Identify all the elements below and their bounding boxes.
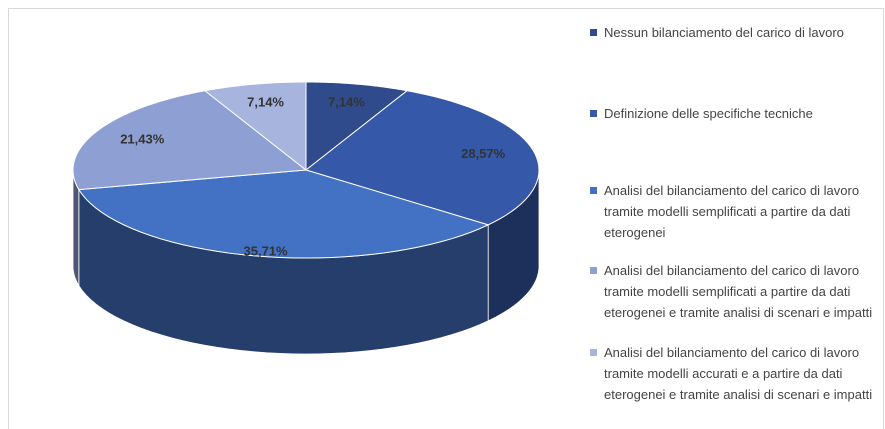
legend-label: Analisi del bilanciamento del carico di …	[604, 345, 873, 402]
legend-swatch	[590, 110, 597, 117]
data-label: 7,14%	[247, 95, 284, 110]
pie-slice	[203, 81, 307, 172]
legend-entry: Definizione delle specifiche tecniche	[590, 103, 884, 124]
data-label: 35,71%	[244, 243, 289, 258]
legend-entry: Analisi del bilanciamento del carico di …	[590, 342, 884, 405]
legend-entry: Analisi del bilanciamento del carico di …	[590, 180, 884, 243]
legend-label: Nessun bilanciamento del carico di lavor…	[604, 25, 844, 40]
chart-border	[8, 8, 884, 429]
legend-label: Analisi del bilanciamento del carico di …	[604, 183, 860, 240]
legend-swatch	[590, 267, 597, 274]
pie-slice	[304, 90, 540, 226]
legend-swatch	[590, 29, 597, 36]
pie-slice	[305, 81, 409, 172]
pie-slice	[72, 90, 308, 191]
data-label: 21,43%	[120, 132, 165, 147]
legend-label: Definizione delle specifiche tecniche	[604, 106, 813, 121]
legend-swatch	[590, 187, 597, 194]
legend-entry: Analisi del bilanciamento del carico di …	[590, 260, 884, 323]
data-label: 28,57%	[461, 146, 506, 161]
legend-label: Analisi del bilanciamento del carico di …	[604, 263, 873, 320]
pie-slice	[77, 169, 490, 259]
legend-swatch	[590, 349, 597, 356]
data-label: 7,14%	[328, 95, 365, 110]
legend-entry: Nessun bilanciamento del carico di lavor…	[590, 22, 884, 43]
